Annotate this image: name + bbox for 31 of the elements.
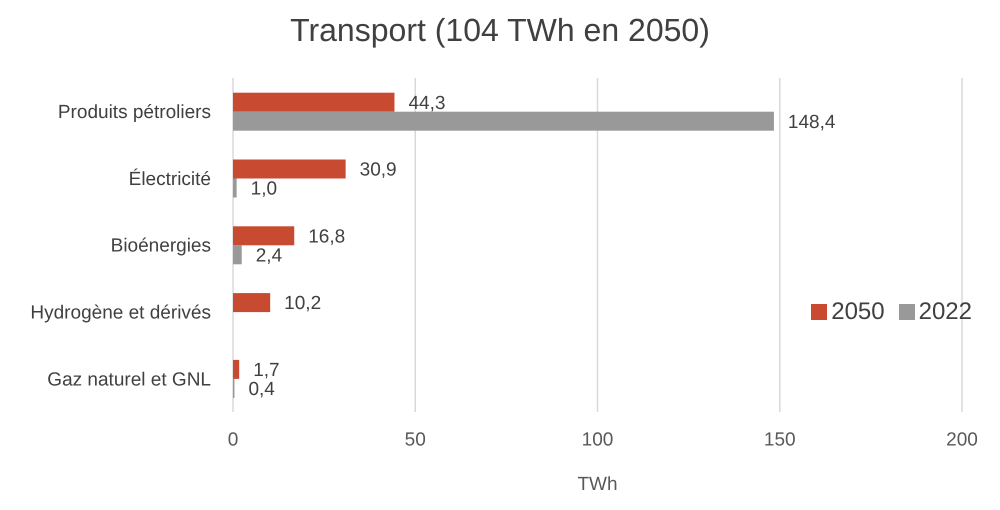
bar <box>233 159 346 178</box>
data-label: 2,4 <box>256 245 283 266</box>
y-tick-label: Hydrogène et dérivés <box>30 302 211 324</box>
y-tick-label: Produits pétroliers <box>58 102 211 124</box>
x-tick-label: 200 <box>946 429 978 450</box>
data-label: 30,9 <box>360 160 397 181</box>
bar <box>233 245 242 264</box>
bar <box>233 360 240 379</box>
x-axis-title: TWh <box>577 474 618 495</box>
data-label: 1,0 <box>250 178 278 200</box>
data-label: 0,4 <box>248 379 276 400</box>
bar <box>233 178 237 198</box>
bar <box>233 293 270 312</box>
bar <box>233 226 294 246</box>
y-tick-label: Bioénergies <box>110 236 211 257</box>
data-label: 148,4 <box>788 112 836 133</box>
y-tick-label: Électricité <box>128 168 211 190</box>
data-label: 16,8 <box>308 226 346 248</box>
y-tick-label: Gaz naturel et GNL <box>47 369 211 390</box>
bar <box>233 92 394 112</box>
data-label: 1,7 <box>253 360 280 382</box>
chart-title: Transport (104 TWh en 2050) <box>289 11 711 50</box>
legend-label: 2022 <box>918 298 972 326</box>
x-tick-label: 50 <box>404 429 426 450</box>
x-tick-label: 0 <box>228 429 238 450</box>
data-label: 10,2 <box>284 293 322 314</box>
legend-label: 2050 <box>831 298 885 326</box>
data-label: 44,3 <box>408 92 446 114</box>
x-tick-label: 100 <box>582 429 614 450</box>
bar <box>233 112 774 131</box>
x-tick-label: 150 <box>764 429 796 450</box>
